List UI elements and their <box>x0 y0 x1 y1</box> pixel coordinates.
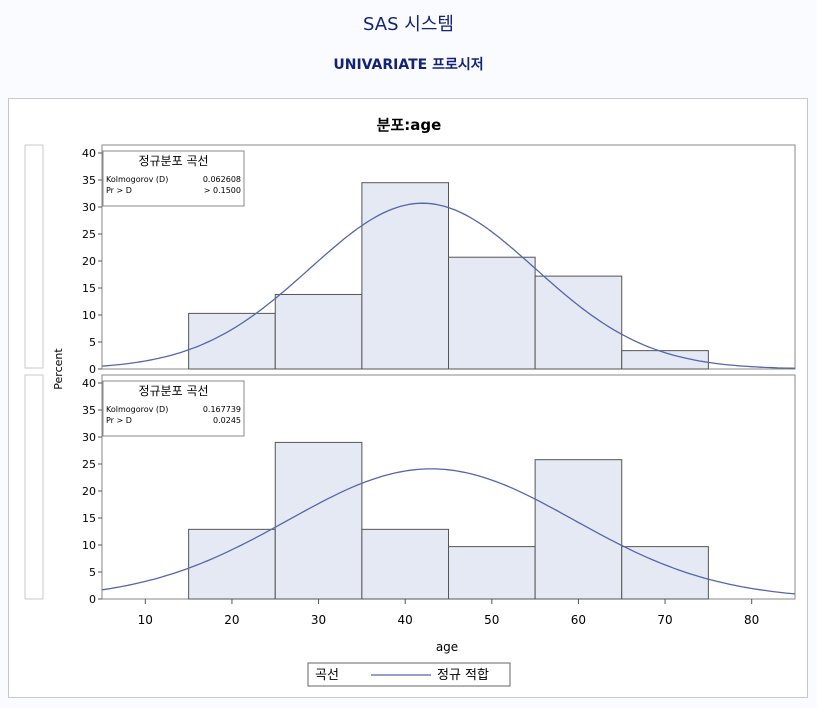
y-tick-label: 5 <box>89 566 96 579</box>
histogram-chart: 분포:age Percent 0 5 10 15 20 25 30 35 40 정규분포 곡선 Ko… <box>24 116 796 687</box>
normal-fit-curve <box>101 468 796 595</box>
y-tick-label: 15 <box>82 282 96 295</box>
y-tick-label: 10 <box>82 309 96 322</box>
histogram-bar <box>448 256 536 370</box>
panel-2: 0 5 10 15 20 25 30 35 40 정규분포 곡선 Kolmogorov (D) 0.1… <box>82 374 796 606</box>
histogram-bar <box>274 441 363 600</box>
x-tick-label: 10 <box>138 613 153 627</box>
x-tick-label: 30 <box>311 613 326 627</box>
histogram-bar <box>448 546 536 600</box>
y-tick-label: 40 <box>82 377 96 390</box>
stats-inset-box <box>102 150 245 207</box>
y-tick-label: 0 <box>89 593 96 606</box>
x-tick-label: 60 <box>571 613 586 627</box>
x-tick-label: 50 <box>484 613 499 627</box>
x-tick-label: 20 <box>224 613 239 627</box>
stats-row-value: 0.0245 <box>213 416 241 425</box>
stats-row-label: Pr > D <box>106 416 132 425</box>
histogram-bar <box>361 182 449 370</box>
y-tick-label: 0 <box>89 363 96 376</box>
histogram-bar <box>274 293 363 370</box>
y-tick-label: 30 <box>82 431 96 444</box>
histogram-bar <box>534 275 623 370</box>
y-tick-label: 30 <box>82 201 96 214</box>
histogram-bar <box>188 528 276 600</box>
page-title: SAS 시스템 <box>363 14 454 35</box>
stats-row-value: 0.062608 <box>203 175 241 184</box>
panel-2-header <box>24 374 44 600</box>
stats-inset: 정규분포 곡선 Kolmogorov (D) 0.062608 Pr > D > 0.1… <box>102 150 245 207</box>
y-tick-label: 20 <box>82 485 96 498</box>
y-tick-label: 5 <box>89 336 96 349</box>
stats-inset: 정규분포 곡선 Kolmogorov (D) 0.167739 Pr > D 0.024… <box>102 380 245 437</box>
stats-inset-title: 정규분포 곡선 <box>138 154 208 168</box>
y-tick-label: 15 <box>82 512 96 525</box>
stats-row-label: Kolmogorov (D) <box>106 405 168 414</box>
page-subtitle: UNIVARIATE 프로시저 <box>333 57 484 73</box>
panel-1-header <box>24 144 44 369</box>
x-axis-label: age <box>436 640 458 654</box>
y-axis-label: Percent <box>52 348 65 390</box>
stats-row-value: 0.167739 <box>203 405 241 414</box>
x-tick-label: 70 <box>657 613 672 627</box>
y-tick-label: 20 <box>82 255 96 268</box>
histogram-bar <box>188 312 276 370</box>
stats-row-label: Pr > D <box>106 186 132 195</box>
legend-title: 곡선 <box>315 668 339 683</box>
histogram-bar <box>621 546 709 600</box>
panel-1: 0 5 10 15 20 25 30 35 40 정규분포 곡선 Kolmogorov (D) 0.0… <box>82 144 796 376</box>
stats-row-value: > 0.1500 <box>204 186 241 195</box>
stats-inset-title: 정규분포 곡선 <box>138 384 208 398</box>
y-tick-label: 25 <box>82 458 96 471</box>
graph-frame: 분포:age Percent 0 5 10 15 20 25 30 35 40 정규분포 곡선 Ko… <box>8 98 808 698</box>
x-tick-label: 40 <box>398 613 413 627</box>
x-tick-label: 80 <box>744 613 759 627</box>
y-tick-label: 10 <box>82 539 96 552</box>
y-tick-label: 35 <box>82 174 96 187</box>
normal-fit-curve <box>101 202 796 369</box>
histogram-bar <box>361 528 449 600</box>
stats-row-label: Kolmogorov (D) <box>106 175 168 184</box>
y-tick-label: 25 <box>82 228 96 241</box>
histogram-bar <box>534 459 623 600</box>
y-tick-label: 35 <box>82 404 96 417</box>
y-tick-label: 40 <box>82 147 96 160</box>
legend-entry-label: 정규 적합 <box>437 668 489 683</box>
histogram-bar <box>621 350 709 370</box>
chart-title: 분포:age <box>377 116 442 134</box>
stats-inset-box <box>102 380 245 437</box>
